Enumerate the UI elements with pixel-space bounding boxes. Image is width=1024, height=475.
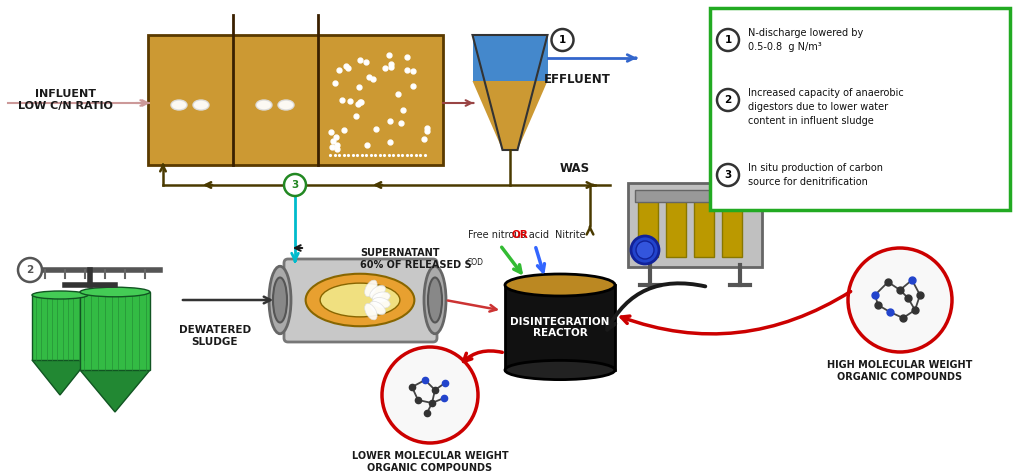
Text: 1: 1 [724, 35, 731, 45]
Circle shape [552, 29, 573, 51]
Circle shape [717, 29, 739, 51]
Ellipse shape [171, 100, 187, 110]
Ellipse shape [278, 100, 294, 110]
Circle shape [284, 174, 306, 196]
Circle shape [382, 347, 478, 443]
Text: Nitrite: Nitrite [555, 230, 586, 240]
Ellipse shape [321, 283, 400, 317]
FancyBboxPatch shape [638, 195, 658, 257]
FancyBboxPatch shape [710, 8, 1010, 210]
Polygon shape [80, 370, 150, 412]
Text: 2: 2 [27, 265, 34, 275]
FancyBboxPatch shape [694, 195, 714, 257]
Text: In situ production of carbon
source for denitrification: In situ production of carbon source for … [748, 163, 883, 187]
Ellipse shape [505, 361, 615, 380]
FancyBboxPatch shape [32, 295, 88, 360]
Circle shape [18, 258, 42, 282]
Ellipse shape [424, 266, 446, 334]
Text: DEWATERED
SLUDGE: DEWATERED SLUDGE [179, 325, 251, 347]
Text: Increased capacity of anaerobic
digestors due to lower water
content in influent: Increased capacity of anaerobic digestor… [748, 88, 904, 126]
Text: OR: OR [512, 230, 528, 240]
Ellipse shape [305, 274, 415, 326]
FancyBboxPatch shape [628, 183, 762, 267]
FancyBboxPatch shape [80, 292, 150, 370]
Text: WAS: WAS [560, 162, 590, 175]
Polygon shape [472, 81, 548, 150]
Circle shape [717, 89, 739, 111]
Polygon shape [32, 360, 88, 395]
Text: EFFLUENT: EFFLUENT [544, 73, 611, 86]
Ellipse shape [365, 304, 377, 320]
Text: COD: COD [467, 258, 484, 267]
Ellipse shape [80, 287, 150, 297]
Ellipse shape [373, 297, 390, 308]
Circle shape [631, 236, 659, 264]
Ellipse shape [505, 274, 615, 296]
Ellipse shape [370, 285, 385, 299]
Text: 1: 1 [559, 35, 566, 45]
FancyBboxPatch shape [722, 195, 742, 257]
Ellipse shape [273, 277, 287, 323]
Ellipse shape [256, 100, 272, 110]
Circle shape [717, 164, 739, 186]
Text: LOWER MOLECULAR WEIGHT
ORGANIC COMPOUNDS: LOWER MOLECULAR WEIGHT ORGANIC COMPOUNDS [351, 451, 508, 473]
Text: HIGH MOLECULAR WEIGHT
ORGANIC COMPOUNDS: HIGH MOLECULAR WEIGHT ORGANIC COMPOUNDS [827, 360, 973, 381]
Ellipse shape [32, 291, 88, 299]
Text: Free nitrous acid: Free nitrous acid [468, 230, 549, 240]
Text: DISINTEGRATION
REACTOR: DISINTEGRATION REACTOR [510, 317, 609, 338]
Circle shape [636, 241, 654, 259]
Text: INFLUENT
LOW C/N RATIO: INFLUENT LOW C/N RATIO [17, 89, 113, 111]
Polygon shape [472, 35, 548, 81]
Ellipse shape [428, 277, 442, 323]
Text: 3: 3 [724, 170, 731, 180]
Ellipse shape [370, 301, 385, 314]
FancyBboxPatch shape [148, 35, 443, 165]
Text: 3: 3 [292, 180, 299, 190]
FancyBboxPatch shape [666, 195, 686, 257]
Text: 2: 2 [724, 95, 731, 105]
Text: N-discharge lowered by
0.5-0.8  g N/m³: N-discharge lowered by 0.5-0.8 g N/m³ [748, 28, 863, 52]
Text: SUPERNATANT
60% OF RELEASED S: SUPERNATANT 60% OF RELEASED S [360, 248, 472, 270]
Ellipse shape [269, 266, 291, 334]
FancyBboxPatch shape [635, 190, 755, 202]
Ellipse shape [373, 292, 390, 303]
FancyBboxPatch shape [284, 259, 437, 342]
Ellipse shape [365, 280, 377, 296]
Ellipse shape [193, 100, 209, 110]
FancyBboxPatch shape [505, 285, 615, 370]
Circle shape [848, 248, 952, 352]
